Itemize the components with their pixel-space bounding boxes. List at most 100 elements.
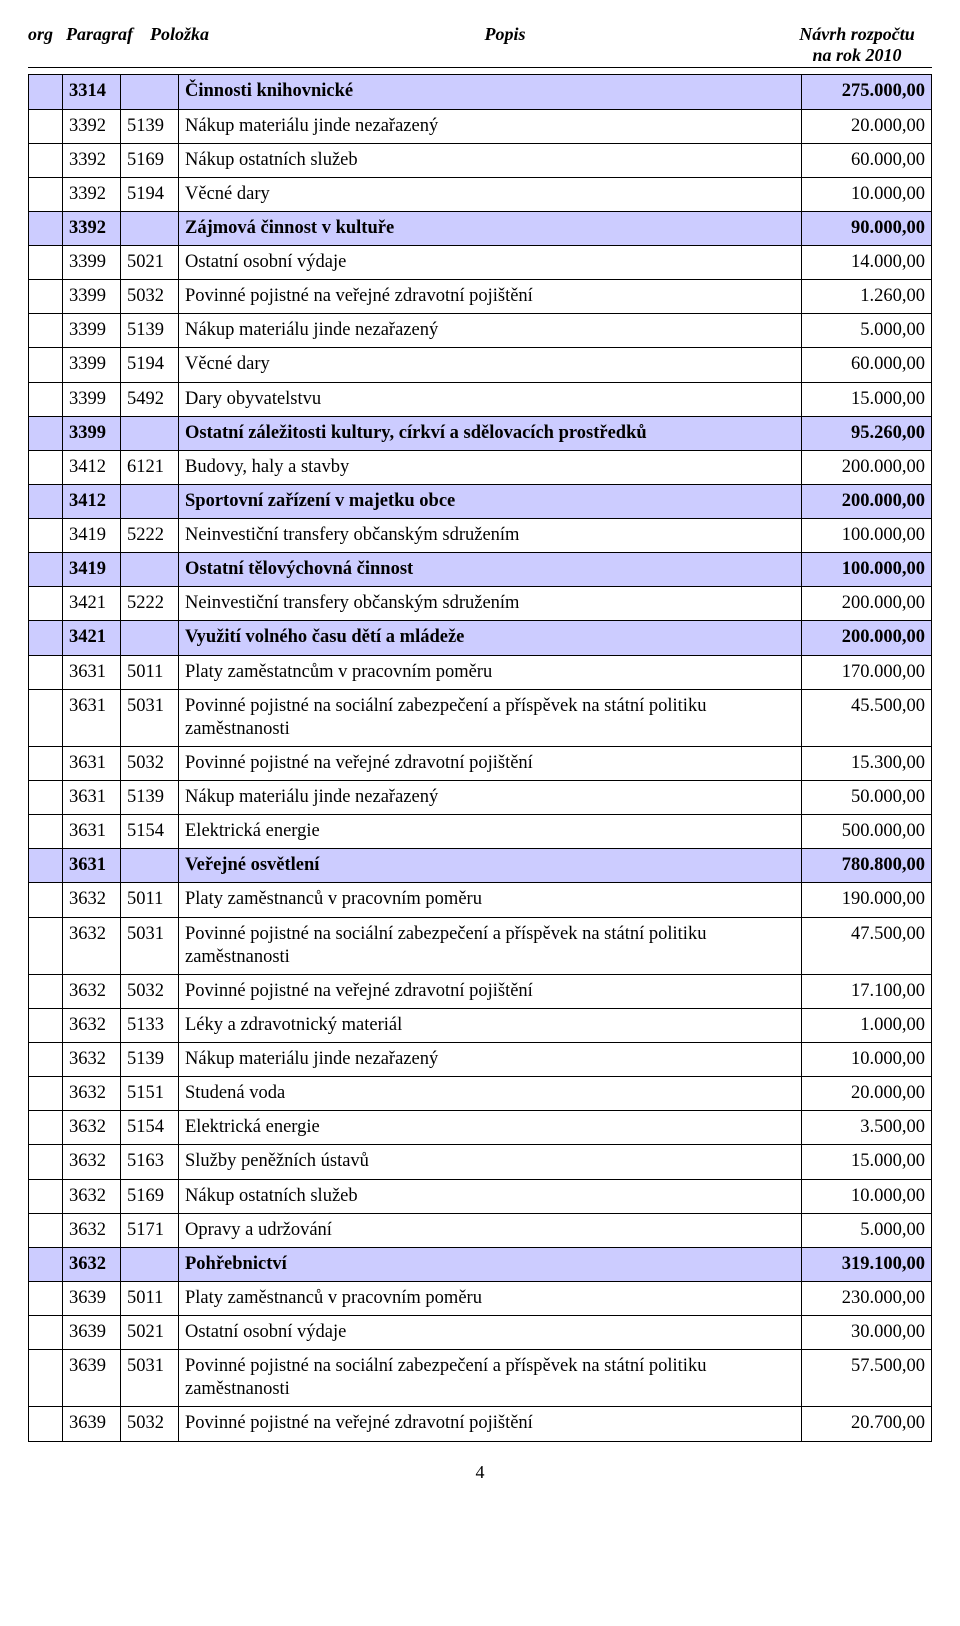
cell-popis: Činnosti knihovnické [179, 75, 802, 109]
cell-org [29, 519, 63, 553]
cell-org [29, 143, 63, 177]
cell-polozka: 5169 [121, 1179, 179, 1213]
table-row: 33995032Povinné pojistné na veřejné zdra… [29, 280, 932, 314]
cell-polozka: 5194 [121, 348, 179, 382]
cell-paragraf: 3399 [63, 416, 121, 450]
cell-paragraf: 3632 [63, 1008, 121, 1042]
cell-amount: 780.800,00 [802, 849, 932, 883]
cell-amount: 1.260,00 [802, 280, 932, 314]
cell-amount: 500.000,00 [802, 815, 932, 849]
cell-org [29, 655, 63, 689]
cell-popis: Povinné pojistné na veřejné zdravotní po… [179, 746, 802, 780]
cell-paragraf: 3421 [63, 587, 121, 621]
cell-polozka: 6121 [121, 450, 179, 484]
cell-popis: Nákup materiálu jinde nezařazený [179, 109, 802, 143]
cell-amount: 15.000,00 [802, 1145, 932, 1179]
table-row: 33925139Nákup materiálu jinde nezařazený… [29, 109, 932, 143]
cell-org [29, 348, 63, 382]
cell-popis: Nákup ostatních služeb [179, 143, 802, 177]
cell-amount: 200.000,00 [802, 587, 932, 621]
cell-org [29, 781, 63, 815]
cell-amount: 5.000,00 [802, 1213, 932, 1247]
cell-amount: 20.000,00 [802, 109, 932, 143]
table-row: 36395021Ostatní osobní výdaje30.000,00 [29, 1316, 932, 1350]
cell-org [29, 1281, 63, 1315]
cell-paragraf: 3639 [63, 1407, 121, 1441]
cell-popis: Dary obyvatelstvu [179, 382, 802, 416]
cell-org [29, 416, 63, 450]
cell-polozka: 5139 [121, 781, 179, 815]
cell-polozka: 5222 [121, 519, 179, 553]
cell-org [29, 211, 63, 245]
cell-paragraf: 3399 [63, 314, 121, 348]
cell-amount: 15.000,00 [802, 382, 932, 416]
cell-org [29, 1008, 63, 1042]
cell-amount: 20.700,00 [802, 1407, 932, 1441]
cell-polozka: 5169 [121, 143, 179, 177]
cell-popis: Povinné pojistné na sociální zabezpečení… [179, 1350, 802, 1407]
table-row: 3631Veřejné osvětlení780.800,00 [29, 849, 932, 883]
header-navrh-line1: Návrh rozpočtu [799, 24, 915, 44]
table-row: 36325151Studená voda20.000,00 [29, 1077, 932, 1111]
table-row: 33995021Ostatní osobní výdaje14.000,00 [29, 246, 932, 280]
cell-org [29, 1407, 63, 1441]
cell-popis: Ostatní záležitosti kultury, církví a sd… [179, 416, 802, 450]
cell-paragraf: 3639 [63, 1350, 121, 1407]
cell-org [29, 1179, 63, 1213]
cell-paragraf: 3639 [63, 1281, 121, 1315]
cell-popis: Nákup materiálu jinde nezařazený [179, 781, 802, 815]
cell-paragraf: 3632 [63, 1213, 121, 1247]
cell-amount: 15.300,00 [802, 746, 932, 780]
cell-amount: 170.000,00 [802, 655, 932, 689]
table-row: 33995492Dary obyvatelstvu15.000,00 [29, 382, 932, 416]
cell-org [29, 587, 63, 621]
cell-polozka: 5011 [121, 1281, 179, 1315]
cell-paragraf: 3631 [63, 815, 121, 849]
cell-paragraf: 3631 [63, 655, 121, 689]
cell-popis: Povinné pojistné na veřejné zdravotní po… [179, 280, 802, 314]
table-row: 36315031Povinné pojistné na sociální zab… [29, 689, 932, 746]
cell-polozka [121, 621, 179, 655]
cell-popis: Elektrická energie [179, 815, 802, 849]
header-org: org [28, 24, 66, 65]
cell-paragraf: 3632 [63, 1111, 121, 1145]
cell-org [29, 1213, 63, 1247]
cell-paragraf: 3392 [63, 109, 121, 143]
cell-paragraf: 3631 [63, 781, 121, 815]
table-row: 3314Činnosti knihovnické275.000,00 [29, 75, 932, 109]
cell-popis: Pohřebnictví [179, 1247, 802, 1281]
cell-paragraf: 3399 [63, 382, 121, 416]
table-row: 36325169Nákup ostatních služeb10.000,00 [29, 1179, 932, 1213]
table-row: 36325011Platy zaměstnanců v pracovním po… [29, 883, 932, 917]
cell-paragraf: 3419 [63, 553, 121, 587]
cell-polozka: 5133 [121, 1008, 179, 1042]
cell-amount: 95.260,00 [802, 416, 932, 450]
table-row: 36315032Povinné pojistné na veřejné zdra… [29, 746, 932, 780]
cell-popis: Neinvestiční transfery občanským sdružen… [179, 519, 802, 553]
cell-popis: Opravy a udržování [179, 1213, 802, 1247]
cell-amount: 100.000,00 [802, 519, 932, 553]
cell-popis: Povinné pojistné na sociální zabezpečení… [179, 917, 802, 974]
cell-org [29, 1350, 63, 1407]
cell-paragraf: 3631 [63, 689, 121, 746]
table-row: 36395011Platy zaměstnanců v pracovním po… [29, 1281, 932, 1315]
cell-popis: Neinvestiční transfery občanským sdružen… [179, 587, 802, 621]
cell-org [29, 246, 63, 280]
cell-amount: 275.000,00 [802, 75, 932, 109]
cell-amount: 3.500,00 [802, 1111, 932, 1145]
table-row: 36325133Léky a zdravotnický materiál1.00… [29, 1008, 932, 1042]
cell-org [29, 1043, 63, 1077]
cell-amount: 17.100,00 [802, 974, 932, 1008]
cell-polozka [121, 75, 179, 109]
cell-org [29, 1316, 63, 1350]
header-polozka: Položka [150, 24, 228, 65]
cell-polozka: 5031 [121, 917, 179, 974]
cell-amount: 200.000,00 [802, 621, 932, 655]
cell-amount: 90.000,00 [802, 211, 932, 245]
cell-org [29, 382, 63, 416]
table-row: 36325154Elektrická energie3.500,00 [29, 1111, 932, 1145]
cell-paragraf: 3392 [63, 143, 121, 177]
table-header: org Paragraf Položka Popis Návrh rozpočt… [28, 24, 932, 68]
cell-org [29, 75, 63, 109]
cell-amount: 230.000,00 [802, 1281, 932, 1315]
